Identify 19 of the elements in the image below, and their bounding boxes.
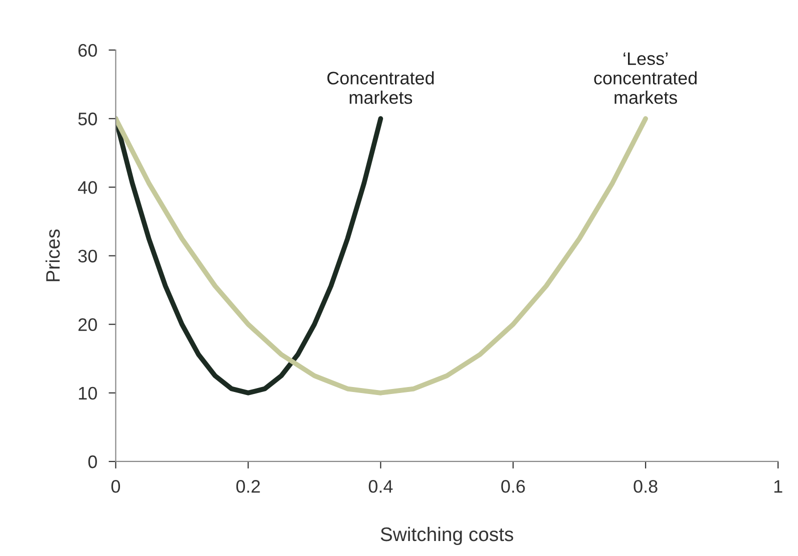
x-tick-label: 0.6 [501,480,525,493]
y-tick-label: 20 [78,318,97,332]
y-tick-label: 40 [78,181,97,194]
text: ‘Less’ concentrated markets [594,52,697,104]
x-tick-label: 1 [774,480,782,493]
x-tick-label: 0.4 [368,480,393,493]
y-tick-label: 50 [78,112,97,126]
x-tick-label: 0.8 [634,480,658,493]
y-axis-title: Prices [46,229,60,282]
x-tick-label: 0.2 [236,480,260,493]
y-tick-label: 30 [78,250,97,262]
series-label: Concentrated markets [327,71,434,104]
line-series [116,116,648,396]
y-tick-label: 0 [88,455,97,468]
line-series [116,116,384,396]
y-tick-label: 60 [78,44,97,57]
y-tick-label: 10 [78,386,97,400]
x-axis-title: Switching costs [380,526,514,546]
x-tick-label: 0 [111,480,120,493]
